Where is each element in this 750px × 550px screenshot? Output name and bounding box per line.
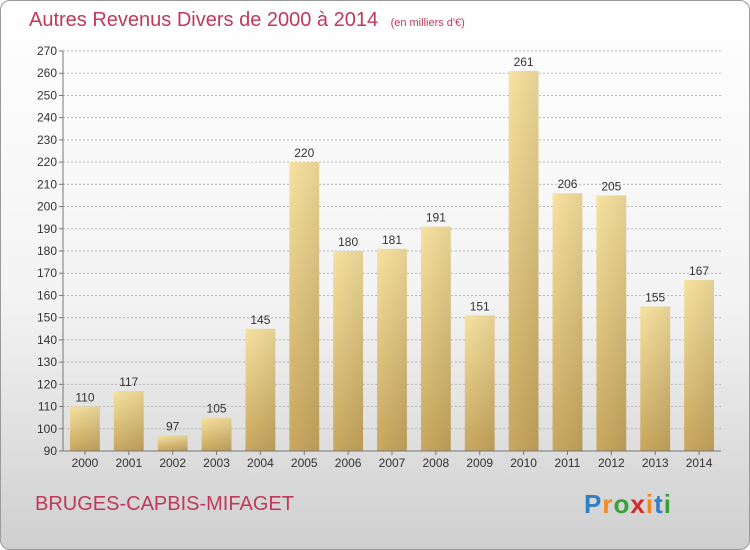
logo-letter: r (602, 489, 614, 519)
data-label: 155 (645, 291, 665, 305)
y-tick-label: 160 (37, 288, 57, 302)
x-tick-label: 2004 (247, 456, 274, 470)
y-tick-label: 130 (37, 355, 57, 369)
label-layer: 110 117 97 105 145 220 180 181 191 151 261 206 205 15… (75, 55, 709, 433)
y-tick-label: 220 (37, 155, 57, 169)
data-label: 181 (382, 233, 402, 247)
chart-title: Autres Revenus Divers de 2000 à 2014 (29, 9, 379, 31)
x-tick-label: 2007 (379, 456, 406, 470)
y-tick-label: 230 (37, 133, 57, 147)
data-label: 151 (470, 299, 490, 313)
x-tick-label: 2014 (686, 456, 713, 470)
y-tick-label: 200 (37, 200, 57, 214)
x-tick-label: 2011 (555, 456, 581, 470)
bar-shade (157, 435, 188, 451)
logo-letter: o (613, 489, 631, 519)
bar-shade (113, 391, 144, 451)
y-tick-label: 150 (37, 311, 57, 325)
x-tick-label: 2005 (291, 456, 318, 470)
proxiti-logo: Proxiti (584, 489, 672, 520)
chart-unit-note: (en milliers d'€) (390, 17, 465, 29)
y-tick-label: 210 (37, 177, 57, 191)
chart-title-line: Autres Revenus Divers de 2000 à 2014 (en… (29, 9, 465, 32)
y-tick-label: 260 (37, 66, 57, 80)
data-label: 191 (426, 211, 446, 225)
logo-letter: P (584, 489, 603, 519)
data-label: 206 (557, 177, 577, 191)
x-tick-label: 2012 (598, 456, 625, 470)
y-tick-label: 190 (37, 222, 57, 236)
y-tick-label: 270 (37, 44, 57, 58)
bar-layer (70, 71, 714, 451)
bar-shade (684, 279, 714, 451)
y-tick-label: 170 (37, 266, 57, 280)
bar-shade (201, 417, 232, 451)
data-label: 180 (338, 235, 358, 249)
logo-letter: i (663, 489, 672, 519)
x-tick-label: 2000 (72, 456, 99, 470)
bar-shade (333, 251, 364, 451)
bar-shade (420, 226, 451, 451)
x-tick-label: 2013 (642, 456, 669, 470)
bar-shade (596, 195, 627, 451)
data-label: 220 (294, 146, 314, 160)
axis-layer: 90 100 110 120 130 140 150 160 170 180 190 200 210 22… (37, 44, 721, 470)
x-tick-label: 2008 (423, 456, 450, 470)
data-label: 167 (689, 264, 709, 278)
data-label: 110 (75, 391, 94, 405)
y-tick-label: 90 (44, 444, 58, 458)
y-tick-label: 140 (37, 333, 57, 347)
y-tick-label: 180 (37, 244, 57, 258)
commune-name: BRUGES-CAPBIS-MIFAGET (35, 493, 294, 515)
x-tick-label: 2006 (335, 456, 362, 470)
x-tick-label: 2001 (115, 456, 142, 470)
data-label: 205 (601, 179, 621, 193)
bar-shade (289, 162, 320, 451)
x-tick-label: 2010 (510, 456, 537, 470)
data-label: 145 (250, 313, 270, 327)
y-tick-label: 240 (37, 111, 57, 125)
bar-chart: 110 117 97 105 145 220 180 181 191 151 261 206 205 15… (37, 44, 721, 470)
bar-shade (552, 193, 583, 451)
logo-letter: x (630, 489, 646, 519)
bar-shade (464, 315, 495, 451)
x-tick-label: 2002 (159, 456, 186, 470)
bar-shade (508, 71, 539, 451)
logo-letter: t (654, 489, 664, 519)
bar-shade (640, 306, 671, 451)
data-label: 261 (514, 55, 534, 69)
y-tick-label: 250 (37, 88, 57, 102)
bar-shade (70, 406, 100, 451)
data-label: 97 (166, 419, 180, 433)
y-tick-label: 120 (37, 377, 57, 391)
logo-letter: i (645, 489, 655, 519)
data-label: 117 (119, 375, 138, 389)
x-tick-label: 2003 (203, 456, 230, 470)
data-label: 105 (207, 402, 227, 416)
y-tick-label: 110 (38, 400, 57, 414)
bar-shade (377, 248, 407, 451)
y-tick-label: 100 (37, 422, 57, 436)
bar-shade (245, 328, 276, 451)
x-tick-label: 2009 (466, 456, 493, 470)
